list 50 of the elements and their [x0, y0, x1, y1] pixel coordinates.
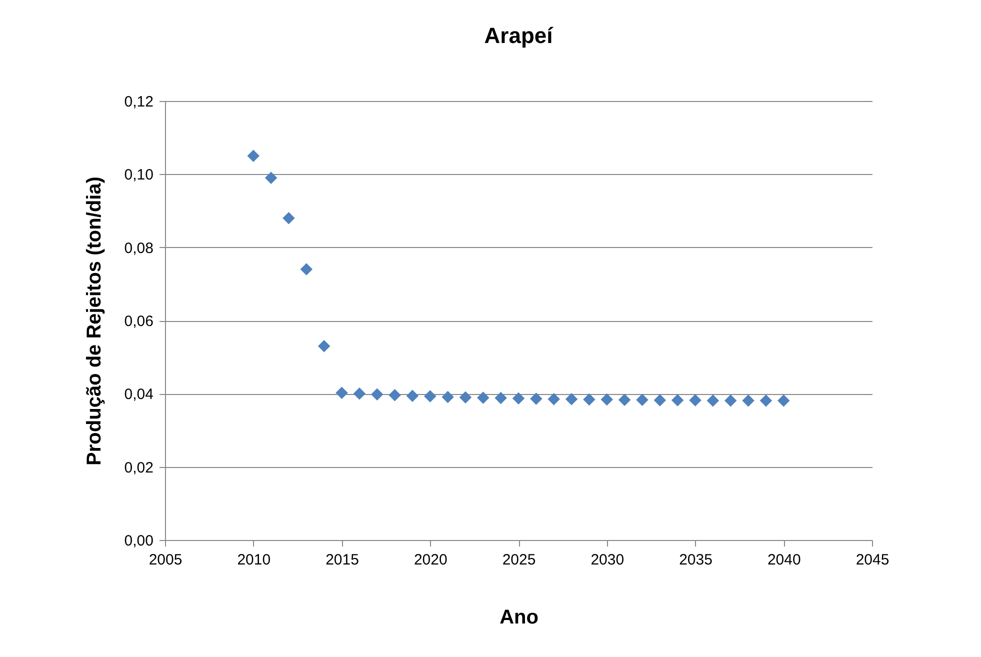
x-tick-label: 2015	[326, 552, 359, 568]
point	[706, 394, 720, 407]
point	[282, 212, 295, 224]
y-axis-title: Produção de Rejeitos (ton/dia)	[83, 176, 106, 466]
x-tick-label: 2005	[148, 552, 182, 568]
y-tick-label: 0,00	[124, 532, 154, 550]
x-tick-label: 2035	[679, 552, 712, 568]
point	[618, 394, 631, 406]
y-tick-label: 0,06	[124, 313, 154, 330]
x-axis-title: Ano	[500, 606, 538, 628]
point	[353, 388, 366, 400]
point	[654, 394, 666, 406]
point	[548, 393, 560, 406]
y-tick-label: 0,04	[124, 386, 154, 404]
x-tick-label: 2030	[590, 552, 624, 568]
point	[336, 386, 348, 400]
point	[636, 394, 648, 406]
point	[530, 392, 542, 405]
point	[742, 394, 754, 407]
point	[565, 393, 578, 406]
point	[459, 391, 472, 404]
point	[724, 394, 737, 407]
y-tick-label: 0,02	[124, 459, 154, 476]
point	[760, 394, 772, 407]
point	[424, 390, 436, 402]
point	[778, 394, 790, 407]
point	[318, 340, 330, 352]
x-tick-label: 2025	[502, 552, 536, 568]
point	[671, 394, 684, 406]
point	[264, 172, 278, 184]
point	[406, 390, 419, 402]
chart-title: Arapeí	[484, 23, 554, 48]
point	[512, 392, 525, 405]
point	[689, 394, 702, 406]
point	[247, 150, 260, 162]
point	[477, 392, 490, 404]
x-tick-label: 2020	[414, 552, 448, 568]
point	[370, 388, 384, 401]
point	[494, 392, 507, 404]
point	[583, 393, 596, 406]
y-tick-label: 0,12	[124, 94, 154, 110]
point	[442, 390, 454, 404]
x-tick-label: 2045	[856, 552, 890, 568]
point	[300, 263, 313, 276]
x-tick-label: 2010	[237, 552, 271, 568]
y-tick-label: 0,08	[124, 240, 154, 257]
x-tick-label: 2040	[767, 552, 801, 568]
point	[600, 393, 613, 406]
y-tick-label: 0,10	[124, 166, 154, 184]
point	[388, 389, 401, 402]
